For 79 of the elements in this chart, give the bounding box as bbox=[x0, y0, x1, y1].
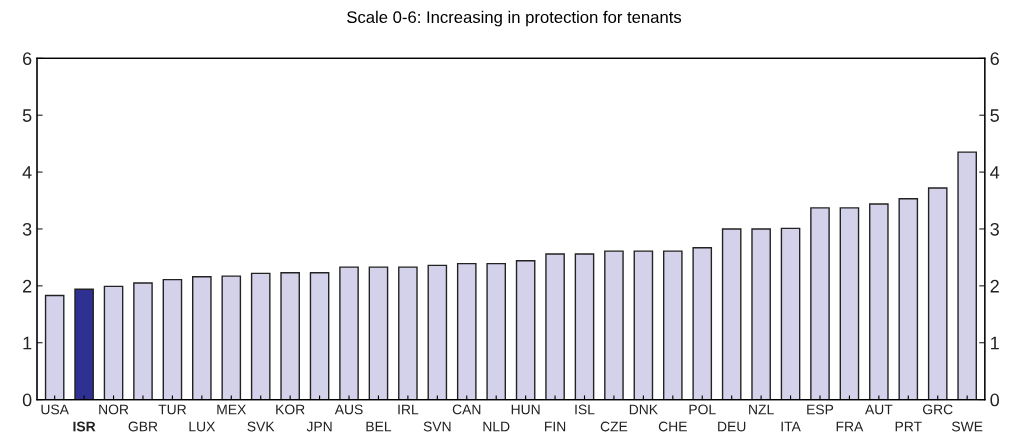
x-tick-label: IRL bbox=[398, 404, 419, 415]
x-tick-label: DNK bbox=[629, 404, 658, 415]
x-tick-label: ISR bbox=[73, 421, 96, 432]
x-tick-label: NLD bbox=[483, 421, 510, 432]
bar bbox=[839, 207, 860, 400]
bar bbox=[162, 278, 183, 400]
y-tick-label: 6 bbox=[23, 52, 32, 66]
x-tick-label: SWE bbox=[951, 421, 983, 432]
x-tick-label: BEL bbox=[366, 421, 392, 432]
bar bbox=[810, 207, 830, 400]
bar bbox=[427, 264, 448, 400]
y2-tick-label: 4 bbox=[990, 166, 1000, 179]
y-tick-label: 5 bbox=[22, 109, 32, 122]
bar bbox=[456, 262, 477, 400]
bar bbox=[368, 266, 389, 400]
x-tick-label: ESP bbox=[807, 404, 834, 415]
y2-tick-label: 0 bbox=[990, 393, 1000, 407]
bar bbox=[869, 203, 889, 400]
x-tick-label: DEU bbox=[718, 421, 746, 432]
bar bbox=[927, 187, 948, 400]
bar bbox=[604, 250, 624, 400]
bar bbox=[280, 272, 300, 400]
bar bbox=[898, 198, 919, 400]
x-tick-label: KOR bbox=[276, 404, 305, 415]
bar bbox=[633, 250, 654, 400]
x-tick-label: GRC bbox=[922, 404, 953, 415]
y2-tick-label: 3 bbox=[990, 222, 999, 236]
x-tick-label: POL bbox=[689, 404, 716, 415]
x-tick-label: TUR bbox=[158, 404, 187, 415]
x-tick-label: AUT bbox=[865, 404, 893, 415]
bar bbox=[574, 253, 595, 400]
bar bbox=[44, 294, 65, 400]
x-tick-label: NOR bbox=[99, 404, 129, 415]
x-tick-label: GBR bbox=[128, 421, 158, 432]
bar bbox=[662, 250, 683, 400]
x-tick-label: ISL bbox=[575, 404, 595, 415]
x-tick-label: PRT bbox=[895, 421, 922, 432]
bar bbox=[957, 151, 977, 400]
x-tick-label: MEX bbox=[217, 404, 247, 415]
y-tick-label: 1 bbox=[23, 336, 32, 350]
x-tick-label: ITA bbox=[781, 421, 801, 432]
x-tick-label: CHE bbox=[658, 421, 687, 432]
bar bbox=[398, 266, 418, 400]
y2-tick-label: 5 bbox=[990, 109, 999, 122]
bar bbox=[515, 260, 536, 400]
bar bbox=[74, 288, 94, 400]
bar bbox=[339, 266, 359, 400]
bar bbox=[545, 253, 565, 400]
x-tick-label: SVK bbox=[247, 421, 275, 432]
x-tick-label: HUN bbox=[511, 404, 540, 415]
bar bbox=[221, 275, 242, 400]
chart-title: Scale 0-6: Increasing in protection for tenants bbox=[347, 10, 682, 27]
bar bbox=[486, 262, 507, 400]
y-tick-label: 0 bbox=[22, 393, 32, 407]
x-tick-label: CAN bbox=[452, 404, 481, 415]
y-tick-label: 4 bbox=[22, 166, 32, 179]
y-tick-label: 3 bbox=[22, 222, 32, 236]
bar bbox=[309, 272, 330, 400]
bar bbox=[721, 228, 742, 400]
x-tick-label: NZL bbox=[749, 404, 774, 415]
bar bbox=[780, 227, 801, 400]
bar bbox=[751, 228, 771, 400]
x-tick-label: FRA bbox=[836, 421, 864, 432]
y2-tick-label: 2 bbox=[990, 279, 999, 293]
x-tick-label: FIN bbox=[545, 421, 566, 432]
x-tick-label: CZE bbox=[600, 421, 628, 432]
bar bbox=[692, 247, 713, 400]
y-tick-label: 2 bbox=[23, 279, 32, 293]
y2-tick-label: 1 bbox=[991, 336, 999, 350]
x-tick-label: JPN bbox=[306, 421, 332, 432]
bar bbox=[103, 285, 124, 400]
x-tick-label: AUS bbox=[334, 404, 363, 415]
x-tick-label: SVN bbox=[423, 421, 451, 432]
x-tick-label: USA bbox=[41, 404, 69, 415]
bar bbox=[250, 272, 271, 400]
x-tick-label: LUX bbox=[189, 421, 216, 432]
bar bbox=[192, 276, 212, 400]
y2-tick-label: 6 bbox=[990, 52, 999, 66]
bar bbox=[133, 282, 153, 400]
